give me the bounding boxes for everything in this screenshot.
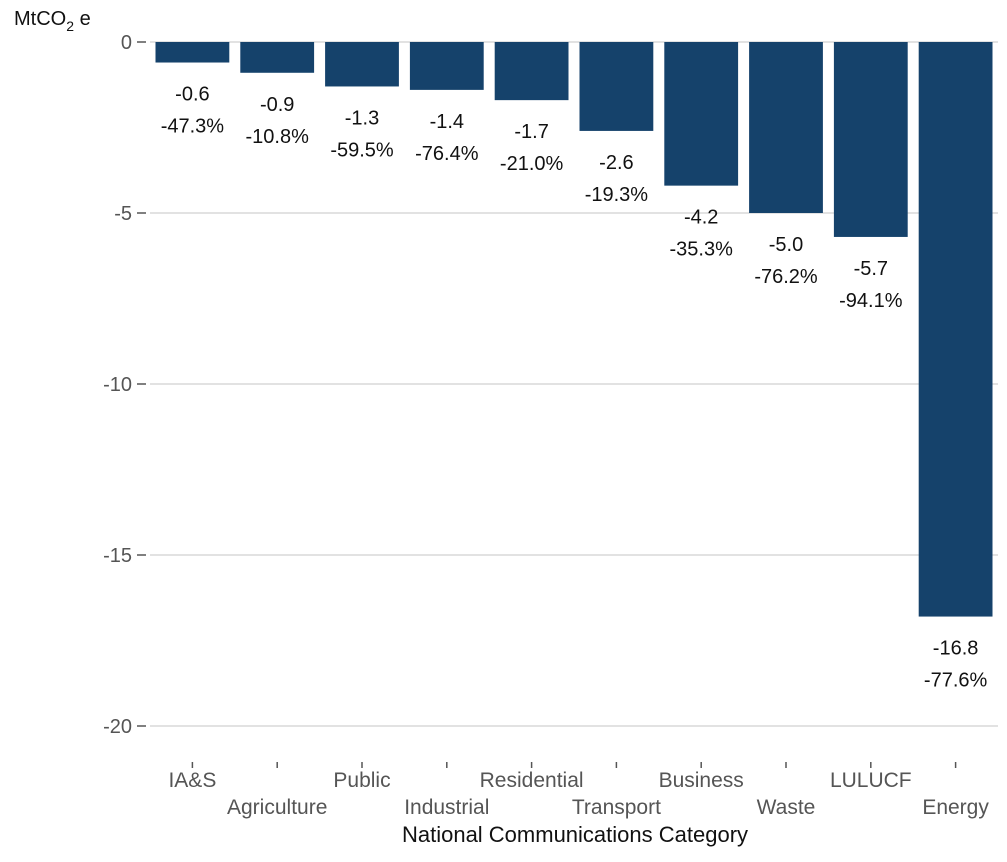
y-tick-label: -15 — [103, 545, 132, 567]
y-axis-unit-prefix: MtCO — [14, 8, 66, 30]
bar-8 — [833, 42, 908, 237]
percent-label: -59.5% — [330, 139, 394, 161]
x-tick-label: Public — [333, 769, 390, 792]
x-axis-title: National Communications Category — [402, 822, 748, 847]
bars — [155, 42, 993, 617]
bar-5 — [579, 42, 654, 131]
x-tick-label: Energy — [922, 796, 989, 819]
bar-4 — [494, 42, 569, 101]
value-label: -16.8 — [933, 638, 979, 660]
y-tick-label: -10 — [103, 374, 132, 396]
data-labels: -0.6 -47.3% -0.9 -10.8% -1.3 -59.5% -1.4 -76.4%… — [161, 84, 988, 692]
y-axis-ticks: 0 -5 -10 -15 -20 — [103, 32, 146, 738]
x-tick-label: Residential — [480, 769, 584, 792]
bar-2 — [325, 42, 399, 87]
y-axis-unit-subscript: 2 — [66, 18, 74, 34]
percent-label: -76.4% — [415, 143, 479, 165]
percent-label: -76.2% — [754, 266, 818, 288]
x-tick-label: Agriculture — [227, 796, 327, 819]
y-tick-label: 0 — [121, 32, 132, 54]
bar-3 — [409, 42, 484, 90]
value-label: -0.6 — [175, 84, 209, 106]
x-tick-label: LULUCF — [830, 769, 912, 792]
x-tick-label: Waste — [757, 796, 816, 819]
value-label: -1.7 — [514, 121, 548, 143]
value-label: -1.3 — [345, 107, 379, 129]
value-label: -5.0 — [769, 234, 803, 256]
bar-7 — [749, 42, 823, 213]
percent-label: -94.1% — [839, 290, 903, 312]
x-axis-ticks: IA&S Agriculture Public Industrial Residenti… — [168, 762, 989, 819]
y-tick-label: -5 — [114, 203, 132, 225]
percent-label: -21.0% — [500, 153, 564, 175]
bar-0 — [155, 42, 230, 63]
bar-9 — [918, 42, 993, 617]
x-tick-label: IA&S — [168, 769, 216, 792]
value-label: -1.4 — [430, 111, 464, 133]
y-axis-unit-label: MtCO2 e — [14, 8, 91, 34]
y-axis-unit-suffix: e — [74, 8, 91, 30]
percent-label: -35.3% — [670, 239, 734, 261]
percent-label: -77.6% — [924, 670, 988, 692]
y-tick-label: -20 — [103, 716, 132, 738]
value-label: -4.2 — [684, 207, 718, 229]
percent-label: -19.3% — [585, 184, 649, 206]
percent-label: -10.8% — [246, 126, 310, 148]
value-label: -5.7 — [854, 258, 888, 280]
value-label: -0.9 — [260, 94, 294, 116]
percent-label: -47.3% — [161, 116, 225, 138]
x-tick-label: Industrial — [404, 796, 489, 819]
value-label: -2.6 — [599, 152, 633, 174]
x-tick-label: Transport — [572, 796, 661, 819]
bar-1 — [240, 42, 315, 73]
x-tick-label: Business — [659, 769, 744, 792]
bar-6 — [664, 42, 739, 186]
